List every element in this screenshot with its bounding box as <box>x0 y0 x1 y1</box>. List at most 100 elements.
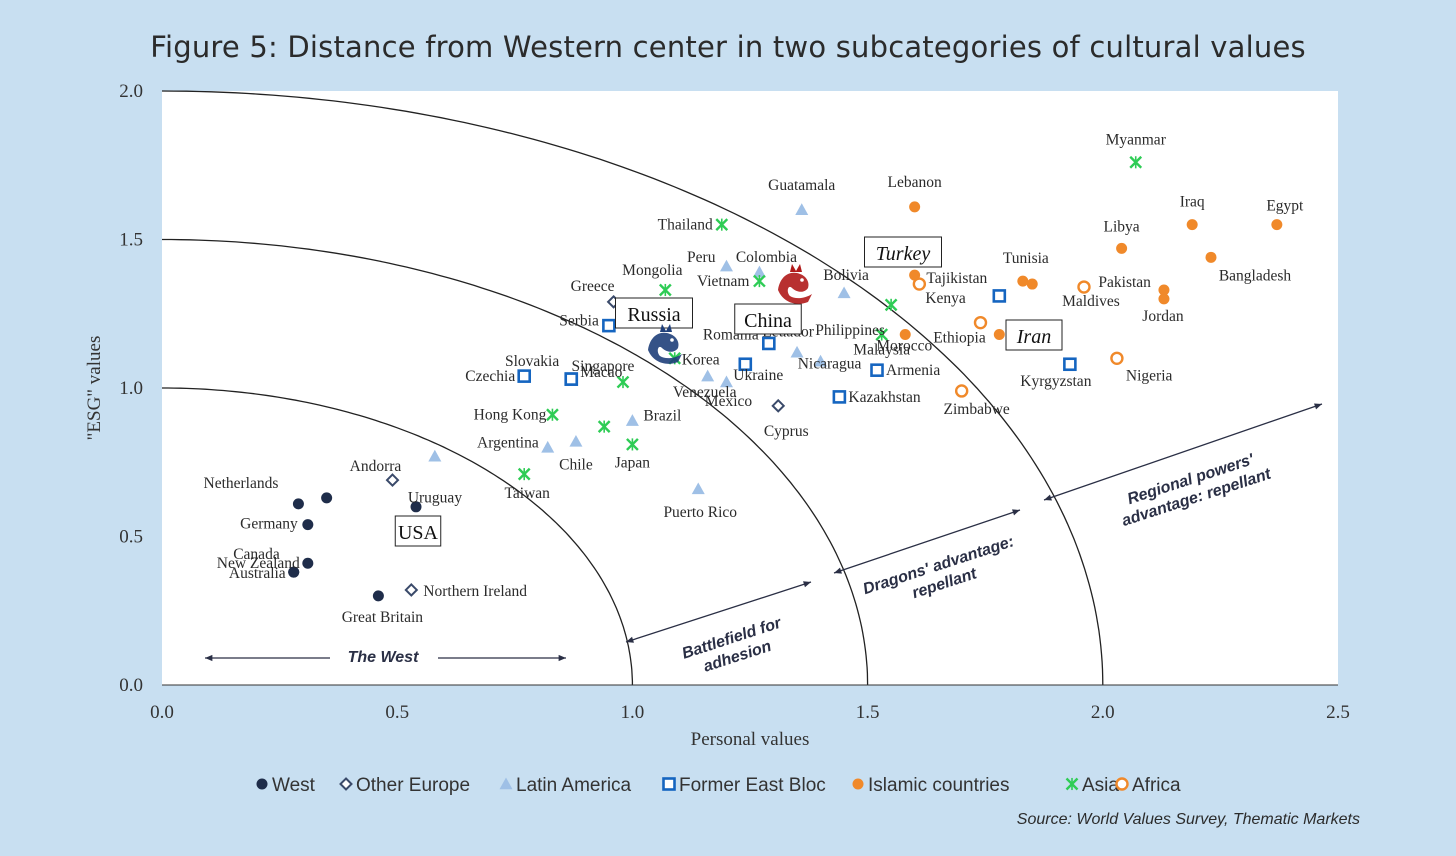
point-asia-singapore <box>616 375 630 389</box>
region-label-the-west: The West <box>348 649 420 666</box>
legend-label-west: West <box>272 775 316 796</box>
dragon-icon-red <box>778 264 812 304</box>
plot-area <box>162 91 1338 685</box>
point-africa-zimbabwe <box>954 384 969 398</box>
label-new-zealand: New Zealand <box>217 555 300 572</box>
label-nigeria: Nigeria <box>1126 367 1173 384</box>
point-islamic-tunisia <box>1017 275 1029 287</box>
point-latin-america-puerto-rico <box>691 482 705 495</box>
label-ukraine: Ukraine <box>733 367 783 384</box>
y-tick-label-4: 2.0 <box>119 81 143 102</box>
label-uruguay: Uruguay <box>408 489 462 506</box>
label-chile: Chile <box>559 456 593 473</box>
point-islamic-morocco <box>899 329 911 341</box>
point-latin-america-guatamala <box>795 203 809 215</box>
legend-label-africa: Africa <box>1132 775 1181 796</box>
source-note: Source: World Values Survey, Thematic Ma… <box>1016 811 1360 828</box>
box-turkey <box>864 236 942 268</box>
label-kyrgyzstan: Kyrgyzstan <box>1020 373 1091 390</box>
point-islamic-pakistan <box>1158 284 1170 296</box>
arc-3 <box>161 90 1104 686</box>
label-iraq: Iraq <box>1180 194 1205 211</box>
label-korea: Korea <box>682 351 720 368</box>
point-former-east-bloc-serbia <box>602 318 616 333</box>
point-latin-america-venezuela <box>701 369 715 382</box>
point-asia-taiwan <box>517 467 531 481</box>
point-west-germany <box>302 519 314 531</box>
legend-label-former-east-bloc: Former East Bloc <box>679 775 826 796</box>
label-tajikistan: Tajikistan <box>926 270 987 287</box>
point-west-netherlands <box>292 498 304 510</box>
point-islamic-iraq <box>1186 219 1198 231</box>
label-maldives: Maldives <box>1062 293 1120 310</box>
west-arrow-right <box>438 654 566 662</box>
label-nicaragua: Nicaragua <box>798 355 862 372</box>
dragons-arrow <box>833 509 1021 574</box>
label-andorra: Andorra <box>350 458 402 475</box>
boxed-label-turkey: Turkey <box>876 243 931 265</box>
point-latin-america-mexico <box>719 375 733 388</box>
label-mexico: Mexico <box>705 393 753 410</box>
arc-1 <box>162 387 634 685</box>
dragon-icon-blue <box>648 324 682 364</box>
label-morocco: Morocco <box>876 338 932 355</box>
point-west-great-britain <box>372 590 384 602</box>
point-africa-nigeria <box>1110 351 1124 365</box>
point-latin-america-argentina <box>541 440 555 453</box>
label-colombia: Colombia <box>736 249 797 266</box>
label-germany: Germany <box>240 516 298 533</box>
y-tick-label-1: 0.5 <box>119 527 143 548</box>
regional-powers-arrow <box>1043 403 1323 501</box>
legend-marker-west <box>256 778 268 790</box>
point-islamic-egypt <box>1271 219 1283 231</box>
legend-label-latin-america: Latin America <box>516 775 632 796</box>
label-mongolia: Mongolia <box>622 262 682 279</box>
point-former-east-bloc-ukraine <box>738 357 753 372</box>
label-brazil: Brazil <box>643 408 681 425</box>
legend-marker-latin-america <box>499 777 513 790</box>
point-africa-maldives <box>1077 280 1091 294</box>
label-kenya: Kenya <box>925 290 966 307</box>
x-tick-label-0: 0.0 <box>150 702 174 723</box>
boxed-label-usa: USA <box>398 522 439 544</box>
y-tick-label-3: 1.5 <box>119 230 143 251</box>
point-islamic-lebanon <box>909 201 921 213</box>
x-tick-label-5: 2.5 <box>1326 702 1350 723</box>
point-asia-thailand <box>715 218 729 231</box>
box-iran <box>1005 319 1063 351</box>
point-asia-japan <box>626 438 639 451</box>
chart-title: Figure 5: Distance from Western center i… <box>150 30 1306 64</box>
boxed-label-russia: Russia <box>627 304 680 326</box>
data-points <box>288 155 1283 602</box>
box-russia <box>615 297 693 329</box>
legend-label-islamic: Islamic countries <box>868 775 1010 796</box>
label-kazakhstan: Kazakhstan <box>848 389 921 406</box>
label-egypt: Egypt <box>1266 198 1304 215</box>
point-latin-america-bolivia <box>837 286 851 299</box>
point-asia-vietnam <box>753 274 766 288</box>
label-tunisia: Tunisia <box>1003 250 1049 267</box>
label-peru: Peru <box>687 249 716 266</box>
x-tick-label-3: 1.5 <box>856 702 880 723</box>
label-japan: Japan <box>615 454 651 471</box>
label-bangladesh: Bangladesh <box>1219 267 1292 284</box>
point-islamic-jordan <box>1158 293 1170 305</box>
label-netherlands: Netherlands <box>204 475 279 492</box>
x-tick-label-1: 0.5 <box>385 702 409 723</box>
legend-marker-africa <box>1115 777 1129 791</box>
dragon-icons <box>648 264 812 364</box>
point-other-europe-northern-ireland <box>404 583 419 597</box>
label-malaysia: Malaysia <box>853 342 910 359</box>
label-singapore: Singapore <box>572 358 635 375</box>
label-armenia: Armenia <box>886 362 940 379</box>
point-africa-kenya <box>912 277 927 291</box>
x-tick-label-4: 2.0 <box>1091 702 1115 723</box>
point-west-new-zealand <box>302 557 314 569</box>
label-puerto-rico: Puerto Rico <box>663 504 737 521</box>
boxed-label-iran: Iran <box>1016 326 1051 348</box>
label-libya: Libya <box>1104 218 1140 235</box>
x-tick-label-2: 1.0 <box>621 702 645 723</box>
box-china <box>734 303 802 335</box>
label-australia: Australia <box>229 565 286 582</box>
